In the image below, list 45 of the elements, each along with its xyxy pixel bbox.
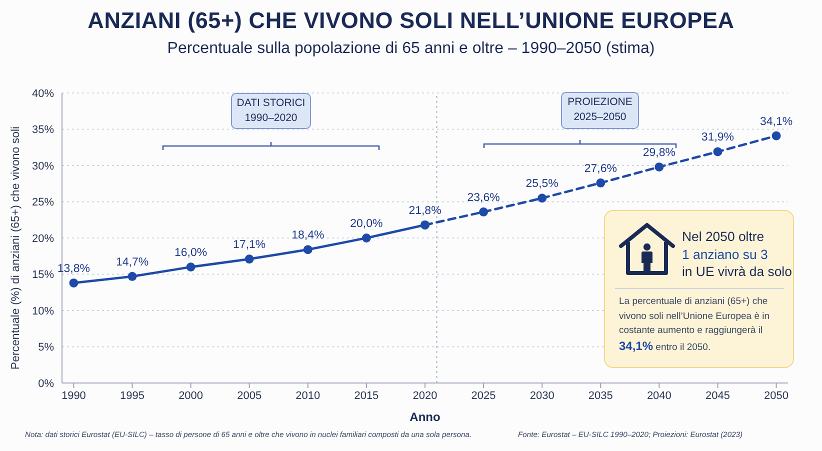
data-label: 16,0% <box>174 247 208 259</box>
x-tick-label: 2045 <box>706 390 730 402</box>
x-axis-title: Anno <box>410 410 440 424</box>
y-tick-label: 5% <box>38 342 54 354</box>
x-tick-label: 2005 <box>237 390 262 402</box>
annotation: Nel 2050 oltre <box>682 229 764 244</box>
y-tick-label: 15% <box>32 269 54 282</box>
x-tick-label: 2040 <box>646 390 672 402</box>
chart-title: ANZIANI (65+) CHE VIVONO SOLI NELL’UNIONE EUROPEA <box>88 8 734 33</box>
data-label: 25,5% <box>526 178 558 190</box>
data-label: 29,8% <box>642 146 676 159</box>
data-label: 27,6% <box>584 162 617 175</box>
annotation: 1 anziano su 3 <box>682 246 768 262</box>
y-axis-title: Percentuale (%) di anziani (65+) che vivono soli <box>10 126 22 370</box>
data-label: 31,9% <box>701 132 734 144</box>
x-tick-label: 1990 <box>61 390 86 402</box>
y-tick-label: 10% <box>32 305 54 318</box>
x-tick-label: 1995 <box>120 390 144 402</box>
y-tick-label: 30% <box>32 160 54 172</box>
y-tick-label: 20% <box>32 232 54 245</box>
x-tick-label: 2030 <box>530 390 554 402</box>
data-label: 18,4% <box>292 230 324 242</box>
x-tick-label: 2050 <box>764 390 789 402</box>
data-label: 21,8% <box>408 204 442 217</box>
x-tick-label: 2020 <box>412 390 438 402</box>
y-tick-label: 40% <box>32 88 54 100</box>
data-label: 23,6% <box>467 192 500 204</box>
data-label: 14,7% <box>116 256 149 268</box>
x-tick-label: 2025 <box>471 390 496 402</box>
y-tick-label: 0% <box>38 378 54 390</box>
data-label: 34,1% <box>760 116 793 128</box>
chart-subtitle: Percentuale sulla popolazione di 65 anni e oltre – 1990–2050 (stima) <box>167 40 655 57</box>
annotation: PROIEZIONE 2025–2050 <box>568 96 632 123</box>
y-tick-label: 35% <box>32 124 54 136</box>
x-tick-label: 2035 <box>588 390 613 402</box>
x-tick-label: 2000 <box>178 390 204 402</box>
data-label: 20,0% <box>350 218 383 230</box>
annotation: DATI STORICI 1990–2020 <box>236 97 306 124</box>
annotation: in UE vivrà da solo <box>682 264 792 279</box>
data-label: 17,1% <box>233 239 266 252</box>
y-tick-label: 25% <box>32 196 54 209</box>
x-tick-label: 2010 <box>296 390 320 402</box>
data-label: 13,8% <box>57 262 90 275</box>
annotation: La percentuale di anziani (65+) che vivono soli nell’Unione Europea è in costante aumento e raggiungerà il 34,1% entro il 2050. <box>619 296 770 354</box>
x-tick-label: 2015 <box>354 390 379 402</box>
